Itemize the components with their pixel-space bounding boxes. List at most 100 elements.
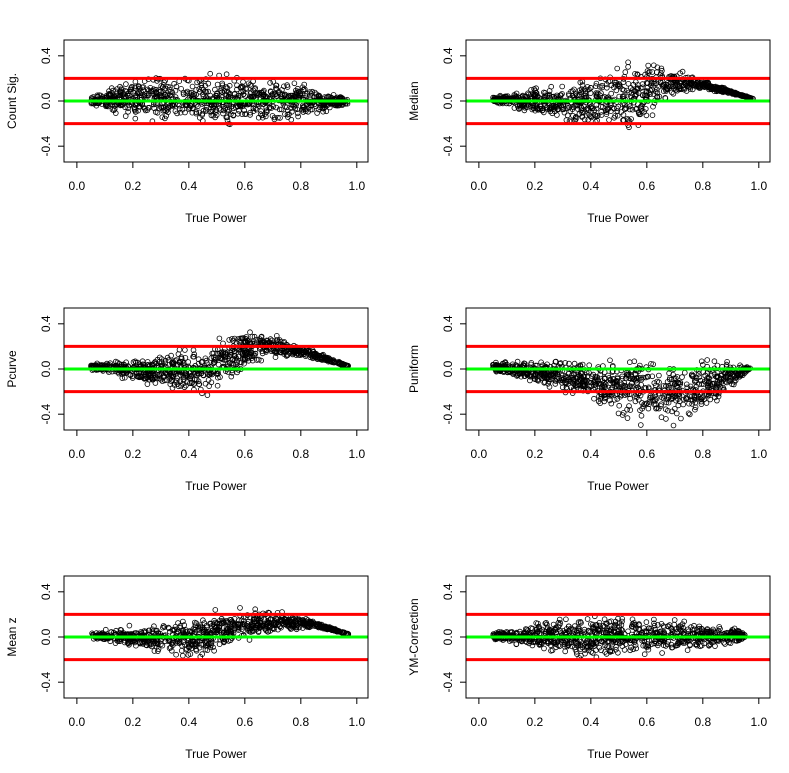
data-point	[619, 412, 626, 418]
x-tick-label: 1.0	[348, 447, 365, 461]
data-point	[200, 617, 206, 623]
data-point	[225, 89, 231, 95]
data-point	[655, 405, 662, 412]
data-point	[581, 116, 588, 123]
data-point	[563, 380, 569, 387]
data-point	[218, 620, 225, 627]
data-point	[647, 395, 653, 401]
data-point	[203, 106, 209, 113]
data-point	[235, 627, 242, 633]
data-point	[231, 352, 238, 359]
data-point	[123, 81, 129, 87]
data-point	[535, 377, 542, 384]
data-point	[685, 410, 692, 417]
data-point	[194, 370, 201, 377]
data-point	[275, 626, 281, 633]
data-point	[577, 79, 584, 86]
data-point	[334, 628, 341, 635]
data-point	[94, 92, 101, 99]
data-point	[135, 359, 141, 366]
data-point	[220, 110, 226, 117]
data-point	[240, 91, 247, 98]
data-point	[640, 374, 646, 381]
data-point	[624, 415, 631, 421]
data-point	[239, 621, 245, 628]
data-point	[729, 381, 735, 387]
data-point	[273, 104, 280, 111]
data-point	[213, 629, 220, 636]
data-point	[248, 89, 254, 95]
data-point	[198, 642, 205, 648]
y-tick-label: 0.0	[441, 360, 455, 377]
data-point	[119, 371, 125, 377]
data-point	[645, 405, 652, 412]
data-point	[530, 105, 537, 112]
data-point	[158, 359, 165, 366]
data-point	[541, 645, 547, 652]
data-point	[674, 374, 681, 380]
data-point	[684, 384, 690, 391]
data-point	[696, 374, 703, 380]
data-point	[154, 375, 160, 382]
data-point	[643, 619, 650, 625]
data-point	[208, 102, 215, 108]
data-point	[214, 382, 221, 389]
data-point	[608, 108, 614, 114]
data-point	[211, 647, 217, 654]
reference-lines	[64, 612, 368, 662]
y-tick-label: 0.0	[39, 628, 53, 645]
data-point	[573, 113, 579, 120]
data-point	[175, 620, 181, 626]
data-point	[196, 109, 203, 116]
data-point	[715, 393, 722, 400]
data-point	[328, 626, 335, 633]
data-point	[151, 623, 157, 629]
data-point	[252, 606, 259, 612]
data-point	[695, 395, 702, 402]
data-point	[595, 377, 601, 383]
data-point	[559, 83, 565, 90]
data-point	[169, 89, 176, 96]
data-point	[211, 617, 218, 624]
data-point	[282, 103, 288, 110]
data-point	[684, 83, 691, 89]
data-point	[704, 384, 711, 391]
data-point	[292, 87, 299, 94]
data-point	[133, 359, 139, 366]
data-point	[599, 84, 605, 91]
data-point	[222, 105, 229, 112]
data-point	[178, 86, 184, 92]
data-point	[294, 110, 301, 117]
data-point	[226, 623, 233, 629]
data-point	[668, 395, 674, 402]
data-point	[588, 113, 594, 120]
data-point	[202, 638, 208, 645]
data-point	[638, 412, 645, 419]
data-point	[594, 90, 601, 96]
x-tick-label: 0.4	[583, 447, 600, 461]
data-point	[263, 349, 269, 355]
data-point	[631, 358, 638, 365]
data-point	[542, 92, 549, 99]
data-point	[326, 356, 333, 363]
x-tick-label: 1.0	[348, 179, 365, 193]
data-point	[295, 113, 301, 120]
data-point	[227, 352, 234, 358]
data-point	[671, 375, 677, 382]
data-point	[318, 356, 324, 362]
x-tick-label: 0.6	[638, 179, 655, 193]
data-point	[637, 375, 644, 381]
data-point	[724, 89, 731, 95]
data-point	[129, 83, 135, 90]
data-point	[263, 105, 270, 111]
data-point	[616, 402, 622, 409]
data-point	[189, 83, 196, 90]
data-point	[212, 607, 219, 613]
data-point	[734, 371, 741, 378]
data-point	[570, 378, 577, 384]
data-point	[159, 370, 165, 377]
data-point	[593, 80, 600, 87]
data-point	[684, 647, 691, 653]
data-point	[182, 355, 189, 361]
